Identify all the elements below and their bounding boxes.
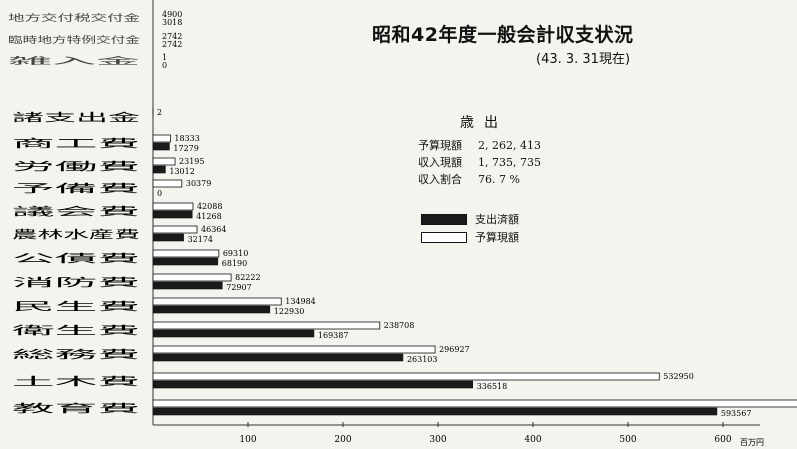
x-tick-label: 200 xyxy=(334,435,351,445)
value-label-spent: 336518 xyxy=(477,382,508,391)
legend-swatch-spent xyxy=(421,214,467,225)
category-label: 総務費 xyxy=(12,347,140,361)
value-label-spent: 263103 xyxy=(407,355,438,364)
bar-budget xyxy=(152,297,282,306)
category-label: 衛生費 xyxy=(12,323,140,337)
value-label-budget: 134984 xyxy=(285,297,316,306)
bar-spent xyxy=(152,281,223,290)
x-tick-label: 500 xyxy=(619,435,636,445)
top-row-label: 雑入金 xyxy=(8,55,140,67)
value-label-spent: 17279 xyxy=(173,144,198,153)
value-label-budget: 30379 xyxy=(186,179,211,188)
bar-budget xyxy=(152,225,198,234)
value-label-budget: 296927 xyxy=(439,345,470,354)
category-label: 諸支出金 xyxy=(12,110,140,124)
value-label-budget: 42088 xyxy=(197,202,222,211)
bar-spent xyxy=(152,380,473,389)
summary-heading: 歳出 xyxy=(460,115,508,131)
summary-row-budget: 予算現額 2, 262, 413 xyxy=(418,138,541,153)
category-label: 商工費 xyxy=(12,136,140,150)
bar-budget xyxy=(152,249,220,258)
category-label: 土木費 xyxy=(12,374,140,388)
bar-budget xyxy=(152,372,660,381)
summary-row-income: 収入現額 1, 735, 735 xyxy=(418,155,541,170)
legend-swatch-budget xyxy=(421,232,467,243)
summary-label: 予算現額 xyxy=(418,139,462,152)
x-unit-label: 百万円 xyxy=(740,438,764,447)
bar-budget xyxy=(152,179,183,188)
x-tick-label: 600 xyxy=(714,435,731,445)
value-label-budget: 18333 xyxy=(174,134,199,143)
top-row-value: 3018 xyxy=(162,18,182,27)
category-label: 労働費 xyxy=(12,159,140,173)
value-label-spent: 169387 xyxy=(318,331,349,340)
x-tick-label: 400 xyxy=(524,435,541,445)
x-tick-label: 300 xyxy=(429,435,446,445)
value-label-budget: 2 xyxy=(157,108,162,117)
bar-spent xyxy=(152,233,184,242)
summary-value: 2, 262, 413 xyxy=(478,139,541,152)
bar-spent xyxy=(152,305,271,314)
value-label-budget: 238708 xyxy=(384,321,415,330)
category-label: 予備費 xyxy=(12,181,140,195)
category-label: 公債費 xyxy=(12,251,140,265)
value-label-budget: 69310 xyxy=(223,249,248,258)
top-row-label: 地方交付税交付金 xyxy=(8,12,140,24)
category-label: 民生費 xyxy=(12,299,140,313)
value-label-spent: 593567 xyxy=(721,409,752,418)
value-label-budget: 23195 xyxy=(179,157,204,166)
category-label: 議会費 xyxy=(12,204,140,218)
chart-subtitle: (43. 3. 31現在) xyxy=(536,52,631,67)
bar-budget xyxy=(152,273,232,282)
value-label-budget: 46364 xyxy=(201,225,226,234)
bar-spent xyxy=(152,165,166,174)
value-label-spent: 41268 xyxy=(196,212,221,221)
bar-budget xyxy=(152,157,176,166)
value-label-spent: 0 xyxy=(157,189,162,198)
bar-budget xyxy=(152,399,797,408)
chart-title: 昭和42年度一般会計収支状況 xyxy=(372,24,634,46)
value-label-spent: 13012 xyxy=(169,167,194,176)
top-row-label: 臨時地方特例交付金 xyxy=(8,34,140,46)
value-label-spent: 68190 xyxy=(222,259,247,268)
summary-label: 収入割合 xyxy=(418,173,462,186)
bar-spent xyxy=(152,210,193,219)
value-label-spent: 72907 xyxy=(226,283,251,292)
category-label: 消防費 xyxy=(12,275,140,289)
value-label-spent: 122930 xyxy=(274,307,305,316)
category-label: 農林水産費 xyxy=(12,227,140,241)
summary-value: 1, 735, 735 xyxy=(478,156,541,169)
bar-spent xyxy=(152,257,219,266)
bar-spent xyxy=(152,142,170,151)
summary-value: 76. 7 % xyxy=(478,173,520,186)
x-tick-label: 100 xyxy=(239,435,256,445)
bar-spent xyxy=(152,407,718,416)
top-row-value: 2742 xyxy=(162,32,182,41)
bar-budget xyxy=(152,134,171,143)
bar-spent xyxy=(152,329,315,338)
bar-budget xyxy=(152,345,436,354)
summary-row-ratio: 収入割合 76. 7 % xyxy=(418,172,520,187)
bar-spent xyxy=(152,353,404,362)
bar-budget xyxy=(152,202,194,211)
legend-label: 予算現額 xyxy=(475,231,519,244)
bar-budget xyxy=(152,321,381,330)
category-label: 教育費 xyxy=(12,401,140,415)
top-row-value: 0 xyxy=(162,61,167,70)
top-row-value: 2742 xyxy=(162,40,182,49)
summary-label: 収入現額 xyxy=(418,156,462,169)
legend-label: 支出済額 xyxy=(475,213,519,226)
value-label-budget: 532950 xyxy=(663,372,694,381)
top-row-value: 1 xyxy=(162,53,167,62)
value-label-spent: 32174 xyxy=(188,235,213,244)
value-label-budget: 82222 xyxy=(235,273,260,282)
top-row-value: 4900 xyxy=(162,10,182,19)
